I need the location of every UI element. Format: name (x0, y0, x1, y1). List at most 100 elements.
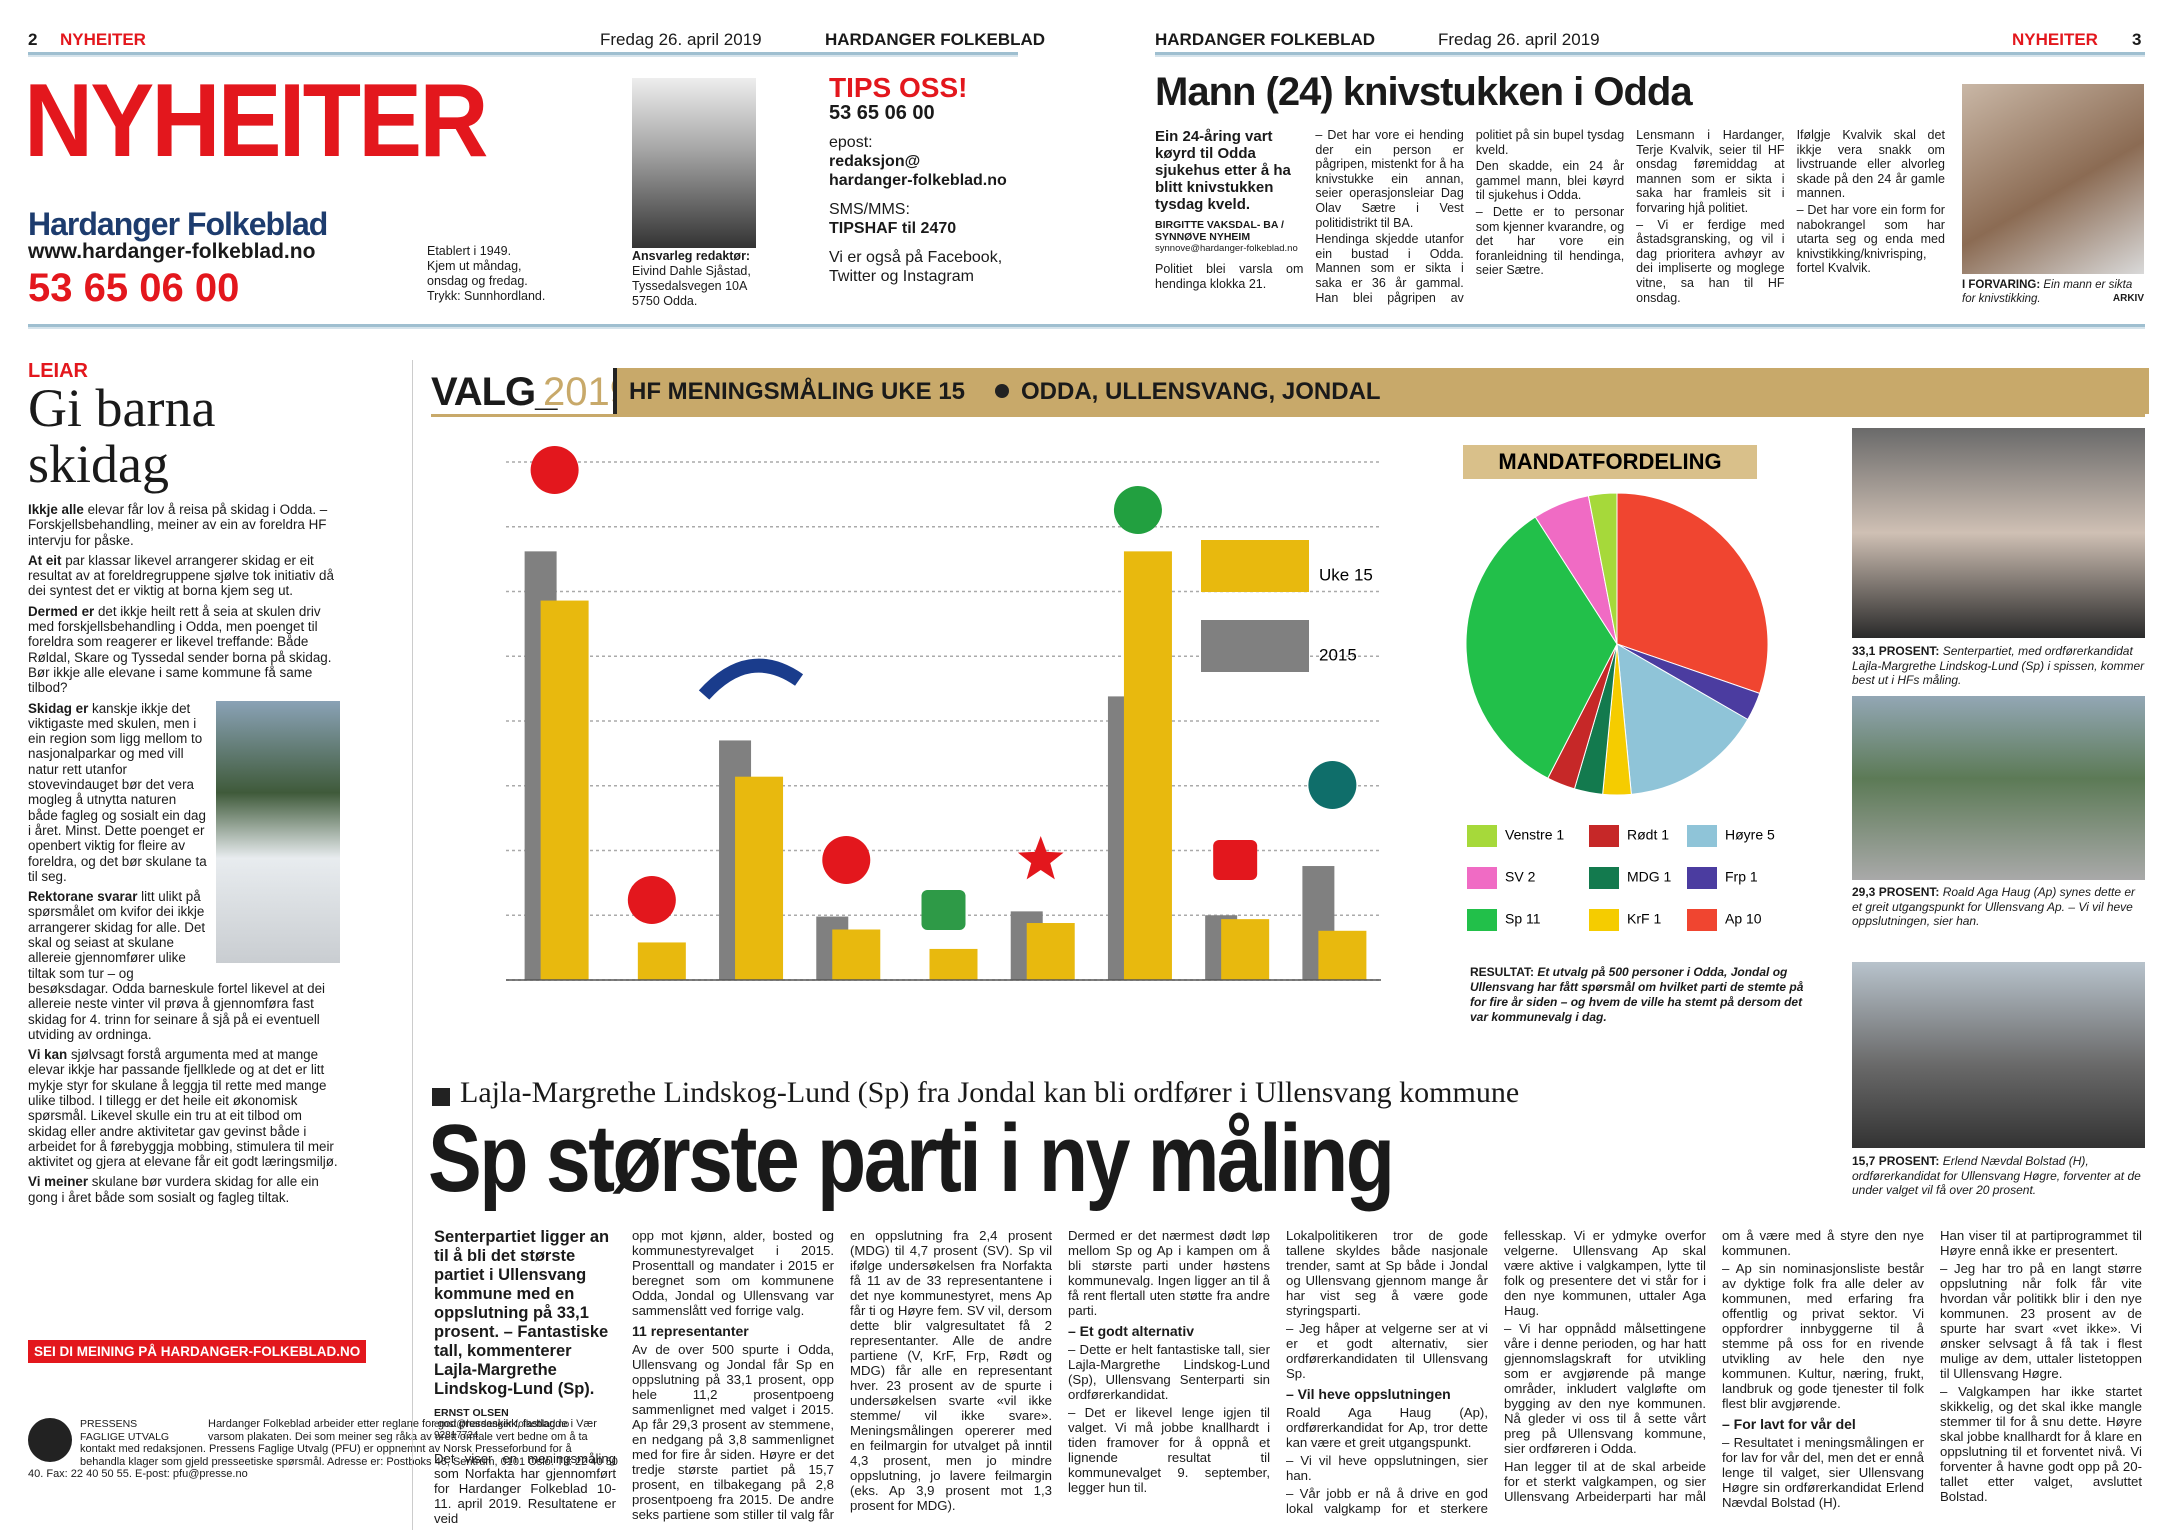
social: Vi er også på Facebook, Twitter og Instag… (829, 248, 1007, 286)
kicker: Lajla-Margrethe Lindskog-Lund (Sp) fra J… (460, 1076, 1520, 1109)
photo (1852, 696, 2145, 880)
brand: Hardanger Folkeblad (28, 206, 328, 242)
caption-text: Roald Aga Haug (Ap) synes dette er et gr… (1852, 885, 2136, 928)
tips: TIPS OSS! 53 65 06 00 epost: redaksjon@ h… (829, 72, 1007, 286)
paragraph-lead: Dermed er (28, 603, 95, 619)
paragraph: – Valgkampen har ikke startet skikkelig,… (1940, 1384, 2142, 1504)
info: Etablert i 1949. Kjem ut måndag, onsdag og… (427, 244, 545, 304)
leader-title: Gi barna skidag (28, 378, 216, 494)
legend-swatch (1201, 620, 1309, 672)
caption-lead: I FORVARING: (1962, 279, 2041, 291)
caption-lead: 15,7 PROSENT: (1852, 1154, 1940, 1168)
editor-photo (632, 78, 756, 248)
pie-slice (1616, 492, 1769, 695)
paragraph: Vi kan sjølvsagt forstå argumenta med at… (28, 1047, 340, 1169)
caption: 15,7 PROSENT: Erlend Nævdal Bolstad (H),… (1852, 1154, 2145, 1198)
subhead: – For lavt for vår del (1722, 1416, 1856, 1432)
intro: Det viser en meningsmåling som Norfakta … (434, 1451, 616, 1526)
paragraph: Ikkje alle elevar får lov å reisa på ski… (28, 502, 340, 548)
social-line: Twitter og Instagram (829, 268, 974, 285)
photo (1852, 962, 2145, 1148)
pfu-name-line: PRESSENS (80, 1418, 138, 1430)
rule (28, 324, 2145, 329)
paragraph: – Ap sin nominasjonsliste består av dykt… (1722, 1261, 1924, 1411)
email: ernst@hardanger-folkeblad.no (434, 1419, 570, 1430)
paragraph: – Jeg har tro på en langt større oppslut… (1940, 1261, 2142, 1381)
result-note: RESULTAT: Et utvalg på 500 personer i Od… (1470, 965, 1810, 1025)
paragraph: Dermed er det nærmest dødt løp mellom Sp… (1068, 1228, 1270, 1318)
paragraph-text: skulane bør vurdera skidag for alle ein … (28, 1174, 319, 1205)
caption: 29,3 PROSENT: Roald Aga Haug (Ap) synes … (1852, 885, 2145, 929)
paragraph: Hendinga skjedde utanfor ein bustad i Od… (1315, 128, 1625, 305)
pfu: PRESSENS FAGLIGE UTVALG Hardanger Folkebl… (28, 1418, 618, 1528)
legend-label: Rødt 1 (1627, 827, 1669, 843)
link[interactable]: SEI DI MEINING PÅ HARDANGER-FOLKEBLAD.NO (28, 1340, 367, 1363)
party-logo (1213, 840, 1258, 880)
result-text: Et utvalg på 500 personer i Odda, Jondal… (1470, 965, 1804, 1024)
paragraph: – Resultatet i meningsmålingen er for la… (1722, 1435, 1924, 1510)
legend-label: SV 2 (1505, 869, 1536, 885)
headline: Mann (24) knivstukken i Odda (1155, 70, 1693, 114)
email-label: epost: (829, 134, 873, 151)
paragraph: Lensmann i Hardanger, Terje Kvalvik, sei… (1636, 128, 1785, 215)
bar (735, 776, 784, 980)
paragraph: – Det har vore ei hending der ein person… (1315, 128, 1464, 230)
paragraph: – Det er likevel lenge igjen til valget.… (1068, 1405, 1270, 1495)
page-number: 2 (28, 30, 38, 49)
credit: ARKIV (2112, 293, 2144, 304)
legend-label: Høyre 5 (1725, 827, 1775, 843)
social-line: Vi er også på Facebook, (829, 249, 1003, 266)
bar (1318, 930, 1367, 980)
lead-column: Senterpartiet ligger an til å bli det st… (434, 1228, 616, 1530)
paragraph: Han viser til at partiprogrammet til Høy… (1940, 1228, 2142, 1258)
legend-label: KrF 1 (1627, 911, 1661, 927)
rule (28, 52, 1018, 57)
phone: 53 65 06 00 (28, 266, 240, 310)
email-line: redaksjon@ (829, 153, 921, 170)
paragraph: Vi meiner skulane bør vurdera skidag for… (28, 1174, 340, 1205)
party-logo (698, 658, 804, 700)
paragraph: Rektorane svarar litt ulikt på spørsmåle… (28, 889, 340, 1042)
ski-photo (216, 700, 340, 963)
email-line: hardanger-folkeblad.no (829, 172, 1007, 189)
legend-swatch (1687, 909, 1717, 931)
legend-swatch (1201, 540, 1309, 592)
date: Fredag 26. april 2019 (1438, 30, 1600, 49)
paragraph: opp mot kjønn, alder, bosted og kommunes… (632, 1228, 834, 1318)
paragraph: Den skadde, ein 24 år gammel mann, blei … (1475, 159, 1625, 203)
paragraph: – Vi er ferdige med åstadsgransking, og … (1636, 217, 1785, 305)
email: synnove@hardanger-folkeblad.no (1155, 243, 1298, 254)
rule (1155, 52, 2145, 57)
photo (1852, 428, 2145, 638)
paragraph: Av de over 500 spurte i Odda, Ullensvang… (632, 1228, 1052, 1522)
kicker: LEIAR (28, 360, 88, 382)
party-logo (627, 876, 676, 924)
legend-label: MDG 1 (1627, 869, 1672, 885)
subhead: – Et godt alternativ (1068, 1323, 1195, 1339)
legend-label: Venstre 1 (1505, 827, 1564, 843)
url: www.hardanger-folkeblad.no (28, 240, 316, 263)
caption-lead: 29,3 PROSENT: (1852, 885, 1940, 899)
caption: I FORVARING: Ein mann er sikta for knivs… (1962, 278, 2144, 306)
paragraph-text: kanskje ikkje det viktigaste med skulen,… (28, 700, 207, 884)
bar (1026, 923, 1075, 980)
paragraph: – Vi har oppnådd målsettingene våre i de… (1504, 1321, 1706, 1456)
section: NYHEITER (2012, 30, 2098, 49)
article-body: opp mot kjønn, alder, bosted og kommunes… (632, 1228, 2142, 1530)
caption-lead: 33,1 PROSENT: (1852, 644, 1940, 658)
banner-poll: HF MENINGSMÅLING UKE 15 (629, 378, 966, 405)
lead: Senterpartiet ligger an til å bli det st… (434, 1228, 610, 1398)
paragraph-lead: Vi kan (28, 1047, 68, 1063)
paragraph: Ifølgje Kvalvik skal det ikkje vera snak… (1796, 128, 1945, 201)
legend-swatch (1589, 825, 1619, 847)
bullet (995, 384, 1009, 398)
pfu-text: Hardanger Folkeblad arbeider etter regla… (28, 1418, 618, 1481)
pie-slice (1616, 643, 1749, 795)
caption: 33,1 PROSENT: Senterpartiet, med ordføre… (1852, 644, 2145, 688)
party-logo (1308, 761, 1357, 809)
editor-line: 5750 Odda. (632, 294, 698, 308)
paragraph-lead: Ikkje alle (28, 502, 84, 517)
paragraph: – Vår jobb er nå å drive en god lokal va… (1286, 1228, 1706, 1516)
